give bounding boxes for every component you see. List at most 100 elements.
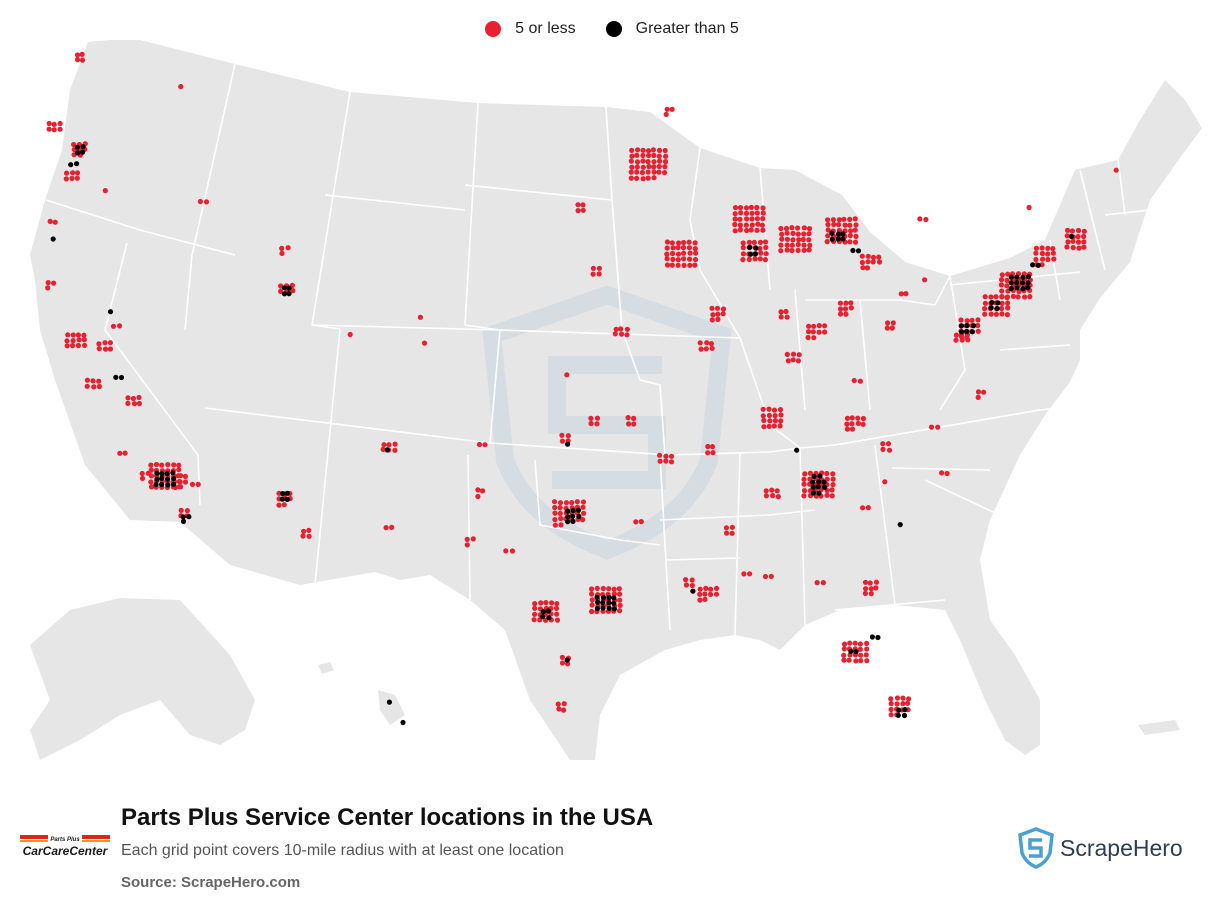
location-dot-high: [171, 476, 177, 482]
hawaii-big-island-shape: [378, 690, 405, 725]
location-dot-high: [810, 479, 816, 485]
location-dot-low: [998, 277, 1005, 283]
location-dot-low: [645, 175, 651, 181]
location-dot-low: [64, 338, 70, 344]
location-dot-low: [680, 245, 687, 251]
location-dot-low: [683, 577, 689, 583]
alaska-shape: [30, 598, 255, 760]
location-dot-low: [806, 323, 812, 329]
state-border-line: [794, 289, 806, 411]
location-dot-low: [754, 216, 761, 222]
location-dot-high: [186, 514, 192, 520]
location-dot-low: [852, 640, 858, 646]
location-dot-low: [749, 216, 755, 222]
location-dot-low: [687, 262, 693, 268]
location-dot-low: [628, 158, 634, 164]
location-dot-low: [846, 657, 852, 663]
location-dot-low: [575, 208, 581, 214]
location-dot-low: [51, 127, 57, 133]
location-dot-high: [165, 476, 171, 482]
location-dot-low: [670, 245, 676, 251]
hawaii-island-shape: [318, 662, 334, 674]
location-dot-low: [76, 337, 82, 343]
location-dot-low: [789, 247, 795, 254]
location-dot-low: [766, 406, 772, 412]
location-dot-low: [740, 240, 746, 246]
location-dot-low: [876, 259, 883, 265]
location-dot-low: [645, 159, 651, 165]
location-dot-low: [557, 500, 564, 506]
location-dot-low: [551, 499, 558, 505]
location-dot-low: [715, 311, 721, 317]
legend-red-dot-icon: [485, 21, 502, 37]
location-dot-low: [165, 462, 171, 468]
location-dot-low: [628, 175, 634, 181]
location-dot-low: [197, 198, 203, 205]
location-dot-low: [860, 421, 866, 427]
location-dot-low: [145, 470, 151, 476]
location-dot-low: [863, 652, 869, 658]
location-dot-high: [286, 285, 292, 291]
location-dot-low: [559, 660, 566, 666]
location-dot-low: [1075, 234, 1081, 240]
location-dot-low: [969, 317, 975, 323]
location-dot-low: [1015, 294, 1021, 300]
location-dot-high: [74, 150, 81, 156]
location-dot-low: [709, 345, 715, 351]
location-dot-low: [770, 493, 776, 499]
location-dot-low: [96, 341, 102, 347]
location-dot-low: [855, 420, 861, 426]
scrapehero-name: ScrapeHero: [1060, 834, 1183, 861]
state-border-line: [464, 184, 613, 201]
location-dot-low: [999, 311, 1005, 317]
location-dot-low: [657, 158, 663, 164]
location-dot-low: [675, 262, 681, 268]
location-dot-low: [1081, 233, 1087, 239]
location-dot-low: [580, 499, 587, 505]
location-dot-low: [1005, 300, 1011, 306]
location-dot-low: [729, 530, 735, 536]
state-border-line: [184, 63, 236, 331]
location-dot-low: [564, 372, 570, 378]
location-dot-low: [806, 226, 813, 232]
location-dot-low: [772, 418, 779, 424]
location-dot-low: [47, 218, 53, 224]
location-dot-low: [801, 242, 807, 248]
location-dot-low: [890, 320, 896, 326]
location-dot-low: [51, 280, 57, 286]
location-dot-low: [844, 415, 851, 421]
location-dot-low: [993, 294, 999, 300]
location-dot-high: [180, 518, 187, 524]
location-dot-low: [751, 239, 757, 245]
location-dot-low: [841, 646, 847, 652]
location-dot-low: [865, 259, 871, 265]
location-dot-low: [708, 591, 714, 598]
location-dot-low: [70, 170, 76, 176]
location-dot-low: [778, 309, 784, 315]
location-dot-high: [281, 291, 288, 297]
location-dot-low: [634, 159, 641, 165]
location-dot-low: [982, 306, 988, 312]
location-dot-low: [91, 384, 97, 390]
location-dot-low: [279, 245, 285, 251]
state-border-line: [324, 194, 466, 211]
location-dot-high: [565, 514, 571, 520]
location-dot-high: [869, 634, 876, 640]
location-dot-low: [737, 205, 744, 211]
location-dot-low: [715, 316, 721, 322]
location-dot-low: [784, 351, 790, 357]
location-dot-low: [107, 340, 113, 346]
location-dot-low: [720, 311, 726, 317]
location-dot-low: [285, 245, 291, 251]
location-dot-low: [464, 542, 470, 548]
location-dot-low: [857, 378, 864, 384]
location-dot-low: [825, 233, 831, 239]
location-dot-low: [993, 311, 1000, 317]
location-dot-high: [815, 484, 821, 490]
location-dot-low: [982, 294, 988, 300]
state-borders: [45, 63, 1151, 636]
location-dot-low: [1081, 239, 1087, 245]
location-dot-low: [965, 337, 971, 343]
location-dot-low: [686, 239, 692, 245]
location-dot-low: [790, 351, 797, 357]
